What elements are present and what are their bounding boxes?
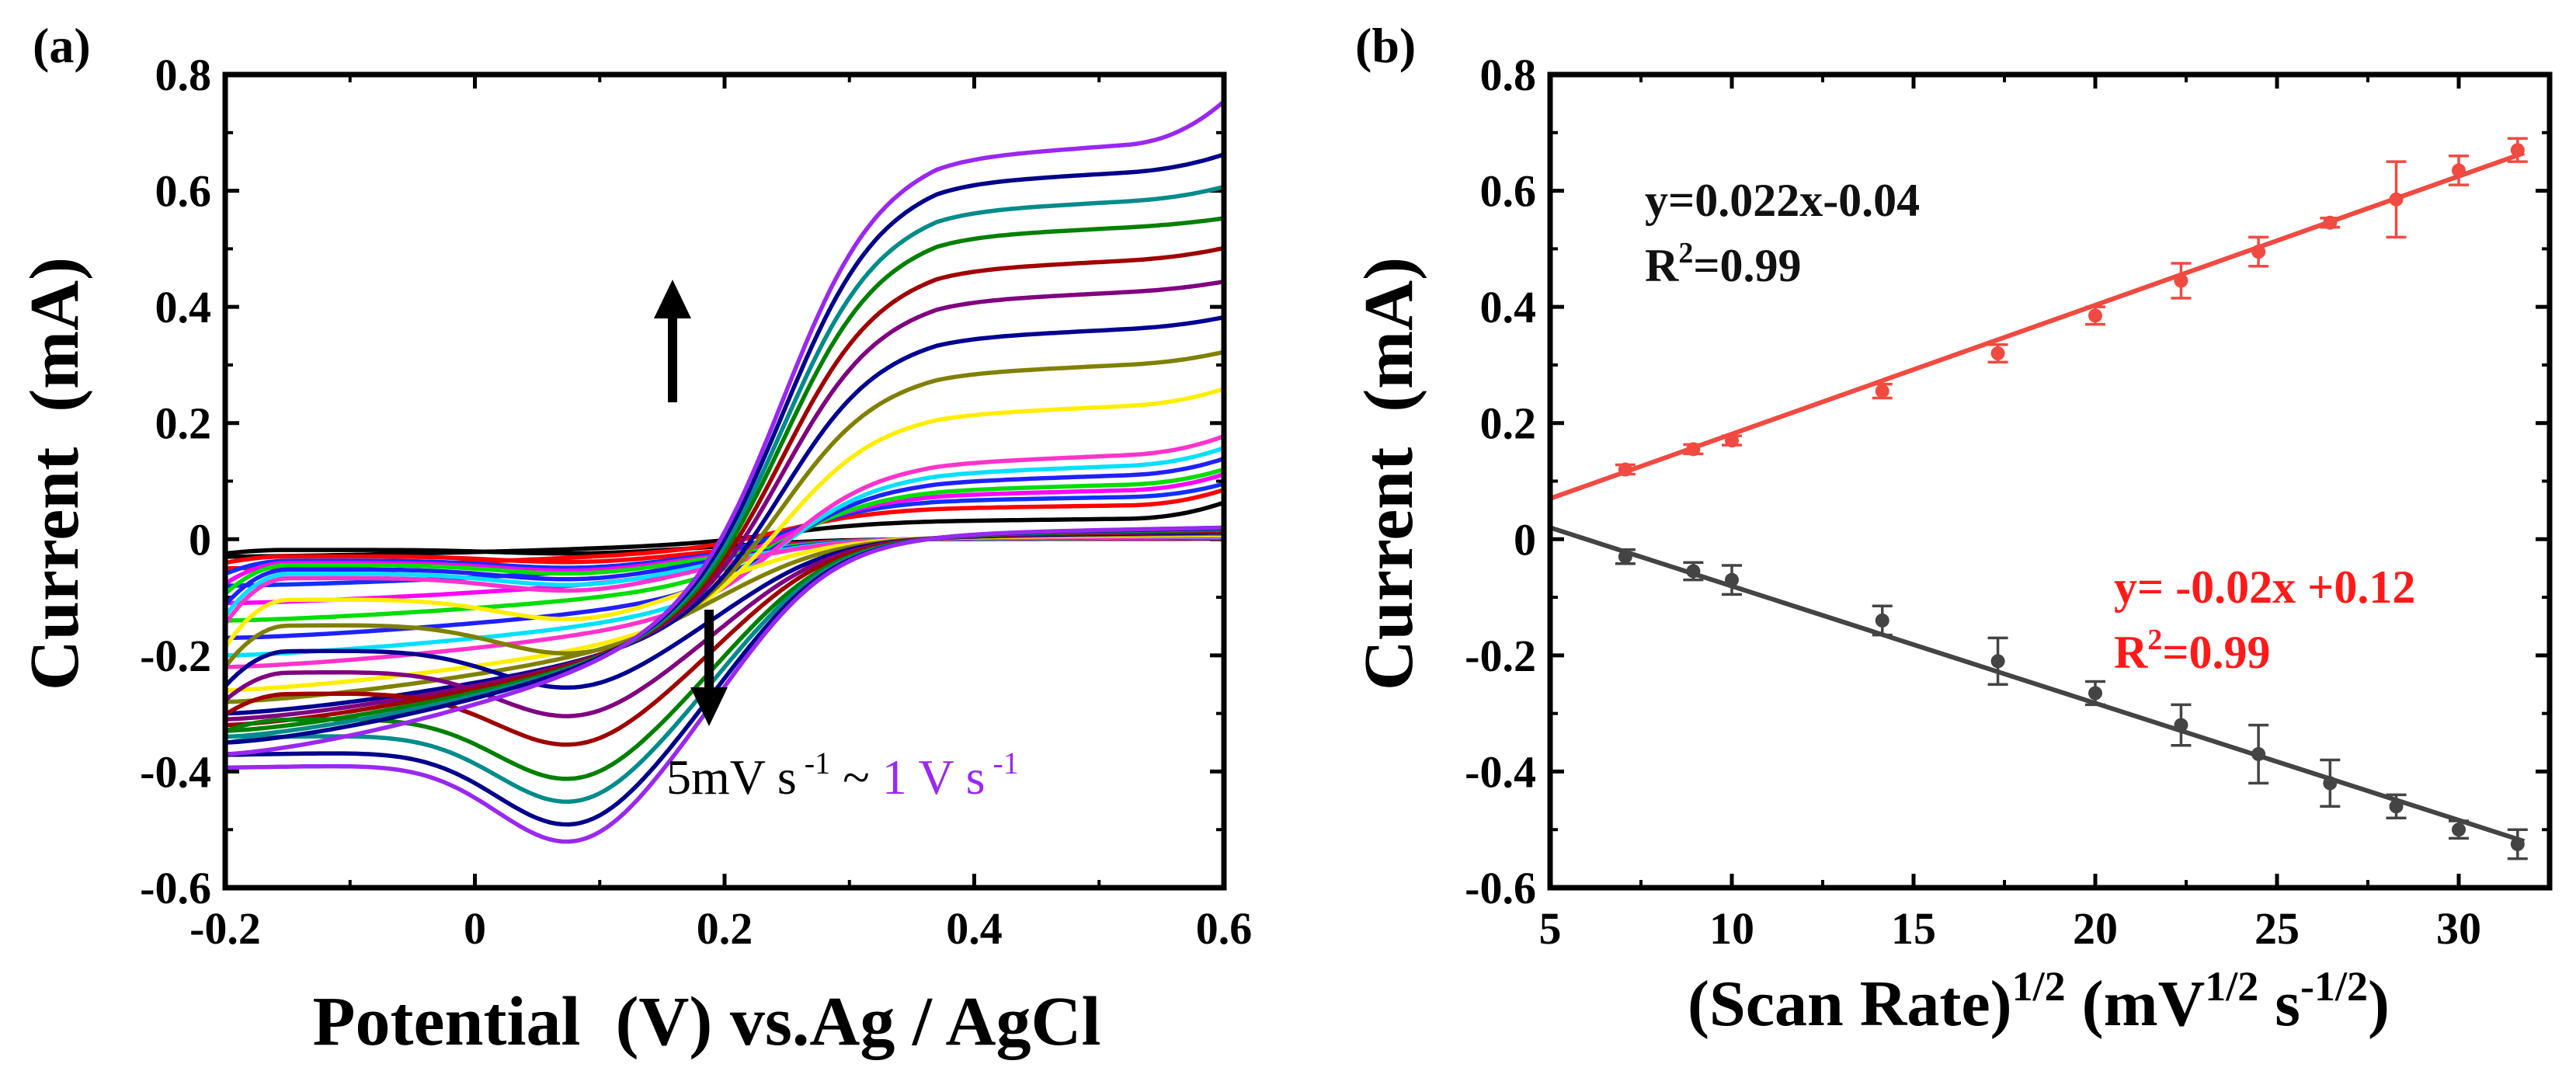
panel-a-ytick-label: 0 [189, 514, 211, 565]
annotation-tilde: ~ [830, 749, 882, 805]
cathodic-point [1618, 549, 1632, 564]
annotation-prefix: 5mV s [666, 749, 797, 805]
panel-b-ytick-label: -0.4 [1465, 746, 1536, 797]
annotation-suffix: 1 V s [882, 749, 986, 805]
panel-a-label: (a) [33, 18, 91, 73]
panel-a-ytick-label: 0.8 [155, 50, 212, 100]
panel-b-ytick-label: 0.8 [1480, 50, 1537, 100]
cathodic-point [2510, 836, 2525, 851]
annotation-suffix-sup: -1 [993, 746, 1019, 781]
cv-curve [224, 99, 1226, 844]
panel-a-ytick-label: 0.2 [155, 398, 212, 449]
eq-cathodic-r-sup: 2 [2147, 624, 2162, 656]
eq-anodic-r-prefix: R [1645, 240, 1679, 291]
panel-a: (a) Current (mA) Potential (V) vs.Ag / A… [16, 18, 1252, 1060]
anodic-point [1618, 462, 1632, 477]
cathodic-point [2174, 718, 2188, 732]
panel-b: (b) Current (mA) (Scan Rate)1/2 (mV1/2 s… [1351, 18, 2553, 1040]
panel-b-xtick-label: 10 [1709, 903, 1754, 954]
eq-anodic-r-suffix: =0.99 [1693, 240, 1801, 291]
anodic-point [2174, 273, 2188, 288]
panel-a-ticks: -0.2 0 0.2 0.4 0.6 -0.6 -0.4 -0.2 0 0.2 0.4 0.6 0.8 [140, 50, 1252, 954]
panel-a-xtick-label: 0.6 [1196, 903, 1253, 954]
anodic-point [1686, 442, 1701, 457]
cathodic-point [1686, 564, 1701, 579]
xlabel-part-d: ) [2368, 968, 2390, 1040]
panel-a-frame [222, 71, 1227, 891]
panel-b-xtick-label: 30 [2436, 903, 2481, 954]
annotation-prefix-sup: -1 [805, 746, 830, 781]
eq-anodic-r-sup: 2 [1678, 237, 1693, 269]
cathodic-fit-line [1549, 525, 2526, 844]
cathodic-point [1725, 572, 1739, 587]
cathodic-point [2251, 746, 2266, 761]
arrow-up-icon [654, 280, 691, 402]
panel-a-ytick-label: -0.2 [140, 631, 211, 681]
xlabel-part-b: (mV [2066, 968, 2206, 1040]
panel-a-xtick-label: 0 [464, 903, 486, 954]
panel-a-xtick-label: 0.4 [946, 903, 1003, 954]
eq-cathodic-r-suffix: =0.99 [2162, 627, 2270, 678]
cathodic-point [2323, 776, 2338, 791]
panel-b-ytick-label: -0.6 [1465, 863, 1536, 913]
panel-a-ytick-label: 0.4 [155, 282, 212, 332]
anodic-point [2323, 215, 2338, 230]
panel-b-ticks: 5 10 15 20 25 30 -0.6 -0.4 -0.2 0 0.2 0.4 0.6 0.8 [1465, 50, 2550, 954]
eq-cathodic-line1: y= -0.02x +0.12 [2114, 562, 2415, 613]
cv-curve [223, 349, 1226, 704]
panel-a-xlabel: Potential (V) vs.Ag / AgCl [313, 983, 1101, 1060]
cathodic-point [2452, 822, 2466, 837]
panel-a-ytick-label: -0.4 [140, 746, 211, 797]
panel-a-xtick-label: 0.2 [697, 903, 753, 954]
panel-b-xlabel: (Scan Rate)1/2 (mV1/2 s-1/2) [1688, 963, 2390, 1040]
xlabel-part-a: (Scan Rate) [1688, 968, 2012, 1040]
panel-b-xtick-label: 5 [1539, 903, 1562, 954]
anodic-point [2510, 143, 2525, 158]
cathodic-point [2389, 799, 2404, 814]
cathodic-point [1875, 613, 1889, 628]
panel-b-ytick-label: 0.2 [1480, 398, 1537, 449]
anodic-point [2088, 308, 2102, 323]
anodic-point [2251, 245, 2266, 259]
panel-b-xtick-label: 15 [1891, 903, 1936, 954]
anodic-point [1725, 433, 1739, 448]
panel-b-ylabel: Current (mA) [1351, 257, 1427, 690]
anodic-fit-line [1549, 151, 2526, 501]
anodic-point [2389, 192, 2404, 207]
cathodic-point [1990, 654, 2005, 669]
cathodic-point [2088, 686, 2102, 701]
anodic-point [2452, 163, 2466, 178]
eq-anodic-r2: R2=0.99 [1645, 237, 1802, 291]
panel-b-ytick-label: 0.6 [1480, 166, 1537, 217]
panel-b-label: (b) [1355, 18, 1416, 73]
panel-b-frame [1547, 71, 2553, 891]
panel-b-ytick-label: -0.2 [1465, 631, 1536, 681]
anodic-point [1875, 384, 1889, 398]
panel-a-ylabel: Current (mA) [16, 257, 93, 690]
panel-b-xtick-label: 20 [2073, 903, 2118, 954]
eq-anodic-line1: y=0.022x-0.04 [1645, 175, 1920, 226]
panel-a-ytick-label: -0.6 [140, 863, 211, 913]
eq-cathodic-r-prefix: R [2114, 627, 2148, 678]
panel-a-curves [223, 99, 1226, 844]
eq-cathodic-r2: R2=0.99 [2114, 624, 2271, 678]
panel-a-xtick-label: -0.2 [189, 903, 261, 954]
arrow-down-icon [690, 610, 728, 726]
panel-b-ytick-label: 0.4 [1480, 282, 1537, 332]
panel-b-marks [1549, 137, 2528, 861]
anodic-point [1990, 346, 2005, 360]
xlabel-part-b-sup: 1/2 [2205, 963, 2258, 1010]
scan-rate-annotation: 5mV s -1 ~ 1 V s -1 [666, 746, 1019, 805]
xlabel-part-a-sup: 1/2 [2012, 963, 2066, 1010]
xlabel-part-c: s [2258, 968, 2300, 1040]
panel-b-ytick-label: 0 [1514, 514, 1536, 565]
panel-a-ytick-label: 0.6 [155, 166, 212, 217]
xlabel-part-c-sup: -1/2 [2300, 963, 2368, 1010]
panel-b-xtick-label: 25 [2254, 903, 2300, 954]
